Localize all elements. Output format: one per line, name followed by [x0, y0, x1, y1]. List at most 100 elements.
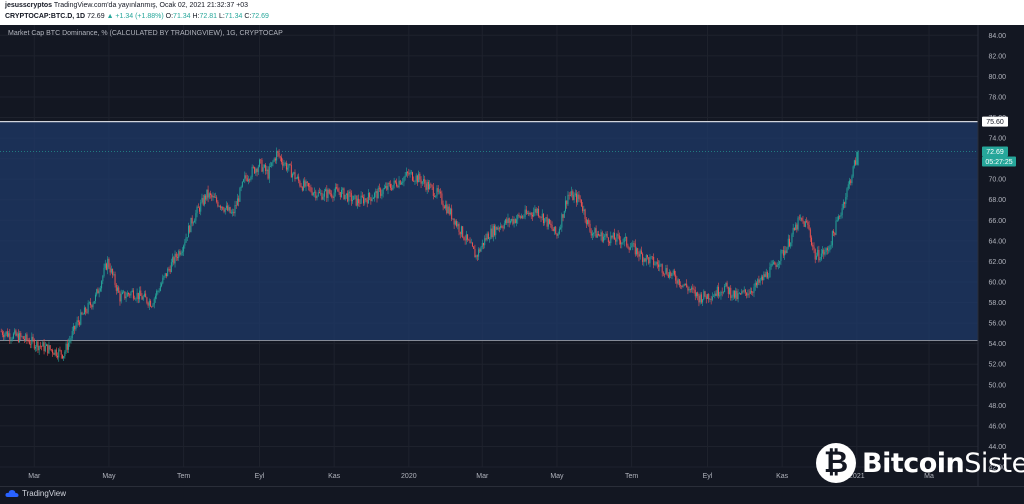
candle-body: [447, 206, 449, 214]
candle-body: [426, 181, 428, 190]
candle-body: [835, 220, 837, 235]
candle-body: [642, 253, 644, 262]
candle-body: [549, 219, 551, 224]
candle-body: [514, 219, 516, 223]
candle-body: [94, 294, 96, 302]
candle-body: [93, 301, 95, 304]
candle-body: [833, 231, 835, 233]
candle-body: [174, 253, 176, 264]
candle-body: [143, 293, 145, 297]
candle-body: [205, 195, 207, 200]
candle-body: [364, 198, 366, 204]
candle-body: [775, 264, 777, 267]
tradingview-logo[interactable]: TradingView: [5, 489, 66, 498]
candle-body: [213, 196, 215, 198]
candle-body: [475, 255, 477, 258]
candle-body: [109, 267, 111, 273]
candle-body: [457, 223, 459, 227]
candle-body: [796, 224, 798, 230]
candle-body: [353, 195, 355, 200]
candle-body: [495, 226, 497, 236]
candle-body: [626, 236, 628, 246]
candle-body: [684, 283, 686, 286]
candle-body: [88, 302, 90, 304]
candle-body: [710, 299, 712, 300]
candle-body: [408, 173, 410, 175]
candle-body: [266, 169, 268, 171]
candle-body: [660, 264, 662, 265]
candle-body: [578, 194, 580, 199]
candle-body: [618, 235, 620, 241]
candle-body: [542, 213, 544, 224]
candle-body: [777, 264, 779, 265]
candle-body: [505, 219, 507, 224]
candle-body: [207, 189, 209, 198]
candle-body: [322, 196, 324, 200]
candle-body: [490, 228, 492, 239]
candle-body: [195, 213, 197, 221]
candle-body: [212, 196, 214, 198]
candle-body: [200, 202, 202, 212]
author-name[interactable]: jesusscryptos: [5, 2, 53, 9]
candle-body: [163, 275, 165, 278]
candle-body: [63, 356, 65, 359]
candle-body: [793, 227, 795, 231]
candle-body: [295, 178, 297, 179]
time-tick-label: Mar: [476, 473, 489, 480]
candle-body: [720, 291, 722, 296]
candle-body: [536, 208, 538, 214]
candle-body: [183, 245, 185, 252]
candle-body: [647, 255, 649, 258]
candle-body: [747, 293, 749, 296]
candle-body: [126, 293, 128, 297]
candle-body: [293, 172, 295, 174]
candle-body: [458, 223, 460, 232]
candle-body: [125, 296, 127, 299]
candle-body: [380, 188, 382, 196]
candle-body: [186, 237, 188, 238]
candle-body: [573, 194, 575, 201]
candle-body: [296, 176, 298, 179]
time-tick-label: Eyl: [255, 473, 265, 480]
candle-body: [654, 264, 656, 266]
candle-body: [105, 263, 107, 270]
candle-body: [370, 197, 372, 201]
candle-body: [746, 292, 748, 296]
candle-body: [850, 180, 852, 184]
candle-body: [374, 193, 376, 198]
candle-body: [589, 223, 591, 232]
candle-body: [661, 264, 663, 273]
candle-body: [517, 214, 519, 220]
candle-body: [639, 250, 641, 257]
time-axis[interactable]: Mar May Tem Eyl Kas 2020 Mar May Tem Eyl Kas 2021 Ma: [28, 473, 934, 480]
candle-body: [431, 185, 433, 187]
candle-body: [467, 234, 469, 240]
candle-body: [729, 287, 731, 294]
candle-body: [48, 345, 50, 354]
candle-body: [420, 179, 422, 184]
candle-body: [719, 295, 721, 296]
price-chart[interactable]: 84.0082.0080.0078.0076.0074.0072.0070.00…: [0, 25, 1024, 488]
candle-body: [16, 333, 18, 336]
candle-body: [5, 331, 7, 334]
candle-body: [653, 256, 655, 265]
candle-body: [624, 236, 626, 238]
candle-body: [285, 162, 287, 170]
price-axis[interactable]: 84.0082.0080.0078.0076.0074.0072.0070.00…: [977, 25, 1024, 486]
price-tick-label: 84.00: [988, 33, 1006, 40]
candle-body: [742, 291, 744, 292]
candle-body: [80, 312, 82, 325]
candle-body: [96, 289, 98, 295]
candle-body: [637, 248, 639, 255]
candle-body: [50, 349, 52, 351]
candle-body: [828, 250, 830, 251]
candle-body: [649, 257, 651, 264]
candle-body: [301, 187, 303, 191]
candle-body: [731, 296, 733, 298]
candle-body: [498, 227, 500, 229]
candle-body: [267, 169, 269, 179]
candle-body: [385, 186, 387, 188]
candle-body: [398, 180, 400, 188]
candle-body: [634, 243, 636, 255]
candle-body: [567, 194, 569, 205]
